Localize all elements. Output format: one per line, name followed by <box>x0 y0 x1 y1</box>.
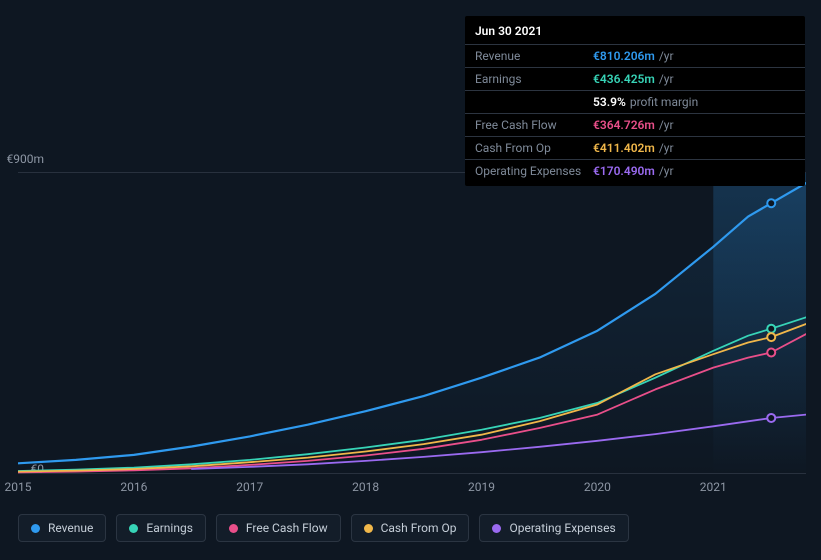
tooltip-row-value: €411.402m <box>593 141 655 155</box>
x-axis-label: 2017 <box>236 480 263 494</box>
y-axis-label-top: €900m <box>0 152 44 166</box>
tooltip-row-label: Revenue <box>475 47 593 65</box>
tooltip-row-label: Cash From Op <box>475 139 593 157</box>
series-marker <box>767 333 775 341</box>
tooltip-row-label: Free Cash Flow <box>475 116 593 134</box>
legend-label: Operating Expenses <box>509 521 615 535</box>
tooltip-row-value-wrap: 53.9% profit margin <box>593 93 698 111</box>
tooltip-row: Earnings€436.425m/yr <box>465 68 805 91</box>
tooltip-row-value: €436.425m <box>593 72 655 86</box>
series-marker <box>767 414 775 422</box>
legend-swatch-icon <box>364 524 373 533</box>
series-marker <box>767 325 775 333</box>
legend-item[interactable]: Cash From Op <box>351 514 470 542</box>
tooltip-row-label: Earnings <box>475 70 593 88</box>
tooltip-row-value-wrap: €436.425m/yr <box>593 70 674 88</box>
plot-area[interactable] <box>18 172 806 474</box>
tooltip-row: 53.9% profit margin <box>465 91 805 114</box>
legend-item[interactable]: Earnings <box>116 514 206 542</box>
series-marker <box>767 349 775 357</box>
legend-label: Free Cash Flow <box>246 521 328 535</box>
tooltip-row: Revenue€810.206m/yr <box>465 45 805 68</box>
x-axis-label: 2016 <box>120 480 147 494</box>
tooltip-row-label: Operating Expenses <box>475 162 593 180</box>
chart-area: €900m €0 2015201620172018201920202021 <box>18 154 806 504</box>
tooltip-row-unit: /yr <box>659 72 674 86</box>
x-axis-label: 2021 <box>700 480 727 494</box>
tooltip-row-unit: /yr <box>659 141 674 155</box>
x-axis-label: 2019 <box>468 480 495 494</box>
x-axis-label: 2020 <box>584 480 611 494</box>
tooltip-row-value: €810.206m <box>593 49 655 63</box>
tooltip-row-unit: /yr <box>659 49 674 63</box>
legend-swatch-icon <box>492 524 501 533</box>
legend-swatch-icon <box>31 524 40 533</box>
tooltip-row-value: €170.490m <box>593 164 655 178</box>
x-axis-label: 2015 <box>5 480 32 494</box>
chart-container: Jun 30 2021 Revenue€810.206m/yrEarnings€… <box>0 0 821 560</box>
x-axis-label: 2018 <box>352 480 379 494</box>
tooltip-row: Operating Expenses€170.490m/yr <box>465 160 805 186</box>
tooltip-row-value: 53.9% <box>593 95 626 109</box>
tooltip-row-value-wrap: €364.726m/yr <box>593 116 674 134</box>
tooltip-row-value-wrap: €170.490m/yr <box>593 162 674 180</box>
tooltip-row: Free Cash Flow€364.726m/yr <box>465 114 805 137</box>
legend-label: Earnings <box>146 521 193 535</box>
legend-label: Revenue <box>48 521 93 535</box>
legend-item[interactable]: Revenue <box>18 514 106 542</box>
legend-swatch-icon <box>229 524 238 533</box>
tooltip-row-unit: profit margin <box>630 95 698 109</box>
legend-swatch-icon <box>129 524 138 533</box>
legend-item[interactable]: Free Cash Flow <box>216 514 341 542</box>
tooltip-row-label <box>475 93 593 111</box>
tooltip-row-value: €364.726m <box>593 118 655 132</box>
tooltip-row-unit: /yr <box>659 118 674 132</box>
line-chart-svg <box>18 173 806 475</box>
legend: Revenue Earnings Free Cash Flow Cash From O… <box>18 514 629 542</box>
legend-label: Cash From Op <box>381 521 457 535</box>
hover-tooltip: Jun 30 2021 Revenue€810.206m/yrEarnings€… <box>465 16 805 186</box>
legend-item[interactable]: Operating Expenses <box>479 514 628 542</box>
tooltip-row-value-wrap: €810.206m/yr <box>593 47 674 65</box>
tooltip-date: Jun 30 2021 <box>465 16 805 45</box>
tooltip-row: Cash From Op€411.402m/yr <box>465 137 805 160</box>
tooltip-row-value-wrap: €411.402m/yr <box>593 139 674 157</box>
tooltip-row-unit: /yr <box>659 164 674 178</box>
series-marker <box>767 199 775 207</box>
